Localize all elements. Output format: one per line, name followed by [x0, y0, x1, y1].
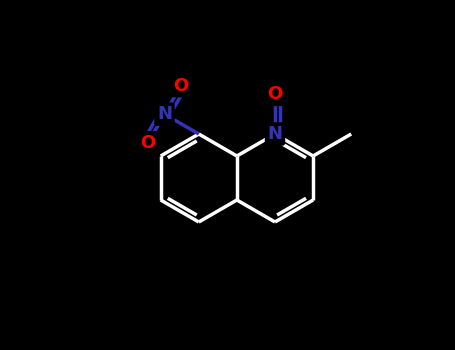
Text: N: N — [268, 125, 283, 143]
Text: O: O — [141, 134, 156, 152]
Text: O: O — [173, 77, 189, 95]
Text: O: O — [268, 85, 283, 103]
Text: N: N — [157, 105, 172, 123]
